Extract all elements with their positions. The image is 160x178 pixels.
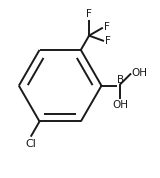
Text: F: F: [86, 9, 92, 19]
Text: Cl: Cl: [25, 139, 36, 149]
Text: F: F: [105, 36, 111, 46]
Text: B: B: [117, 75, 124, 85]
Text: F: F: [104, 22, 110, 32]
Text: OH: OH: [131, 68, 147, 78]
Text: OH: OH: [112, 100, 128, 110]
